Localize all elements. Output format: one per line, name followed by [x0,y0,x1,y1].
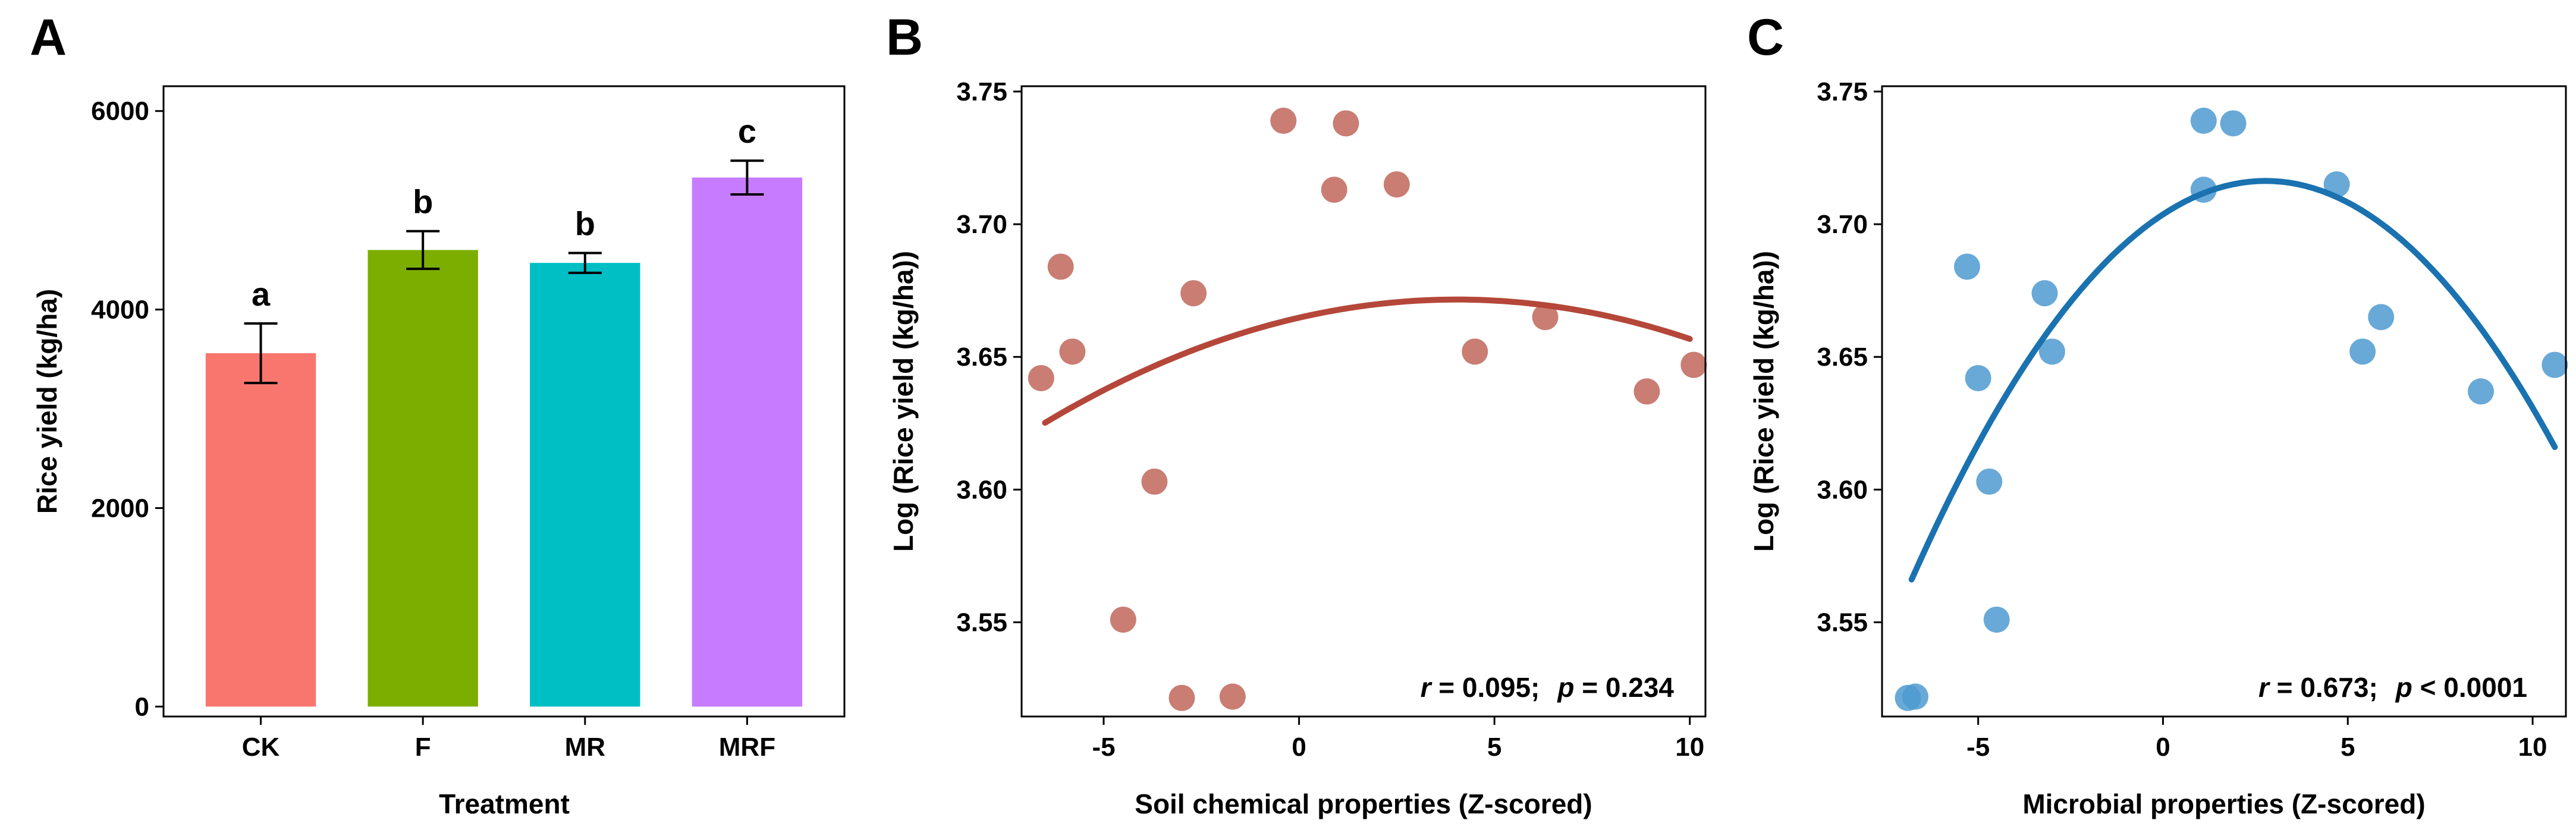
data-point [1965,364,1991,391]
data-point [1680,351,1707,378]
data-point [1219,683,1246,710]
significance-letter: b [575,205,595,242]
significance-letter: c [738,112,756,150]
x-tick-label: CK [242,733,280,762]
fit-curve-b [1042,296,1693,426]
stats-annotation-c: r = 0.673; p < 0.0001 [2258,672,2527,703]
stats-annotation-b: r = 0.095; p = 0.234 [1421,672,1675,703]
x-tick-label: 5 [1487,733,1501,762]
y-tick-label: 3.60 [1817,475,1868,504]
y-tick-label: 4000 [91,296,149,325]
data-point [1047,253,1074,280]
y-axis-label-a: Rice yield (kg/ha) [32,289,62,514]
data-point [1321,177,1347,203]
bar-ck [205,353,316,707]
panel-b: B 3.55 3.60 3.65 3.70 3.75 -5 0 5 10 r = 0.095;… [886,9,1707,819]
y-tick-label: 0 [135,692,149,721]
data-point [1180,280,1207,307]
data-point [2542,351,2568,378]
x-axis-label-b: Soil chemical properties (Z-scored) [1135,788,1592,819]
y-tick-label: 3.65 [956,342,1007,372]
data-point [1333,110,1359,137]
y-tick-label: 3.65 [1817,342,1868,372]
y-axis-label-b: Log (Rice yield (kg/ha)) [888,251,919,552]
stat-r-symbol-b: r [1421,672,1432,703]
stat-r-value-b: = 0.095; [1431,672,1540,703]
y-tick-label: 3.75 [1817,77,1868,106]
error-bar [406,230,440,271]
error-bar [244,322,278,385]
y-tick-label: 6000 [91,97,149,126]
plot-frame-b [1020,85,1707,718]
data-point [1976,469,2003,495]
data-point [1633,378,1660,405]
data-point [1270,108,1297,134]
panel-label-a: A [30,9,67,66]
y-axis-label-c: Log (Rice yield (kg/ha)) [1748,251,1779,552]
stat-p-symbol-b: p [1556,672,1574,703]
bar-mr [530,263,640,707]
stat-p-value-c: < 0.0001 [2412,672,2527,703]
data-point [2468,378,2495,405]
data-point [2368,304,2395,331]
x-tick-label: 0 [2156,733,2170,762]
panel-label-c: C [1747,9,1784,66]
bar-mrf [692,177,803,707]
data-point [2038,338,2065,365]
x-axis-label-a: Treatment [439,788,570,819]
x-tick-label: F [415,733,431,762]
x-tick-label: -5 [1966,733,1990,762]
data-point [1953,253,1980,280]
plot-frame-c [1881,85,2567,718]
data-point [1902,683,1928,710]
data-point [1028,364,1054,391]
x-tick-label: 10 [1675,733,1704,762]
y-tick-label: 2000 [91,494,149,523]
data-point [2323,171,2350,198]
y-tick-label: 3.70 [1817,210,1868,239]
bar-f [367,250,478,707]
panel-c: C 3.55 3.60 3.65 3.70 3.75 -5 0 5 10 r = 0.673;… [1747,9,2568,819]
error-bar [730,159,764,196]
data-point [1383,171,1410,198]
data-point [1168,684,1195,711]
significance-letter: a [252,275,271,313]
y-tick-label: 3.55 [956,608,1007,637]
y-tick-label: 3.70 [956,210,1007,239]
x-tick-label: -5 [1092,733,1115,762]
y-tick-label: 3.75 [956,77,1007,106]
data-point [2031,280,2058,307]
x-tick-label: 0 [1292,733,1306,762]
x-tick-label: MRF [719,733,775,762]
stat-r-value-c: = 0.673; [2269,672,2378,703]
data-point [1462,338,1488,365]
data-point [2349,338,2376,365]
significance-letter: b [413,183,433,221]
data-point [1983,607,2010,633]
fit-curve-c [1908,178,2558,583]
stat-p-value-b: = 0.234 [1574,672,1674,703]
data-point [1532,304,1559,331]
x-tick-label: 10 [2518,733,2547,762]
error-bar [568,252,602,274]
y-tick-label: 3.60 [956,475,1007,504]
data-point [2190,108,2217,134]
panel-label-b: B [886,9,923,66]
data-point [2220,110,2247,137]
data-point [1141,469,1168,495]
y-tick-label: 3.55 [1817,608,1868,637]
x-axis-label-c: Microbial properties (Z-scored) [2022,788,2425,819]
x-tick-label: 5 [2341,733,2355,762]
plot-frame-a [162,85,846,718]
stat-p-symbol-c: p [2395,672,2412,703]
data-point [1110,607,1136,633]
x-tick-label: MR [565,733,605,762]
stat-r-symbol-c: r [2258,672,2270,703]
data-point [1059,338,1086,365]
